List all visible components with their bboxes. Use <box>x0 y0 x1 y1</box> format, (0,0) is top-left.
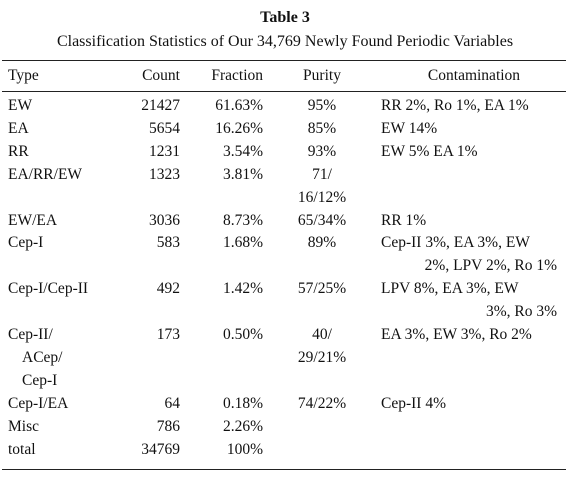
fraction-cell: 3.81% <box>222 165 263 183</box>
contamination-cell: LPV 8%, EA 3%, EW <box>381 280 519 298</box>
type-cell: total <box>8 440 36 458</box>
type-cell: Cep-I/EA <box>8 394 69 412</box>
count-cell: 3036 <box>149 211 180 229</box>
table-title: Table 3 <box>260 9 310 26</box>
contamination-cell: RR 2%, Ro 1%, EA 1% <box>381 97 529 114</box>
type-cell: Cep-II/ <box>8 326 53 343</box>
fraction-cell: 1.42% <box>222 280 263 298</box>
count-cell: 21427 <box>141 97 180 114</box>
purity-cell: 40/ <box>312 326 332 343</box>
top-rule <box>2 60 566 61</box>
fraction-cell: 100% <box>226 440 263 458</box>
fraction-cell: 2.26% <box>222 417 263 435</box>
purity-cell: 57/25% <box>297 280 347 298</box>
fraction-cell: 0.18% <box>222 394 263 412</box>
type-cell: ACep/ <box>22 348 63 366</box>
contamination-cell: Cep-II 3%, EA 3%, EW <box>381 234 530 252</box>
count-cell: 492 <box>156 280 180 298</box>
type-cell: Cep-I <box>22 371 58 389</box>
purity-cell: 29/21% <box>297 348 347 366</box>
type-cell: EA <box>8 119 29 137</box>
count-cell: 1323 <box>149 165 180 183</box>
fraction-cell: 61.63% <box>215 97 263 114</box>
count-cell: 173 <box>156 326 180 343</box>
fraction-cell: 3.54% <box>222 142 263 160</box>
bottom-rule <box>2 469 566 470</box>
fraction-cell: 8.73% <box>222 211 263 229</box>
purity-cell: 85% <box>307 119 337 137</box>
purity-cell: 16/12% <box>297 188 347 206</box>
count-cell: 786 <box>156 417 180 435</box>
fraction-cell: 0.50% <box>222 326 263 343</box>
contamination-cell: 2%, LPV 2%, Ro 1% <box>424 257 557 275</box>
contamination-cell: Cep-II 4% <box>381 394 446 412</box>
type-cell: Cep-I/Cep-II <box>8 280 89 298</box>
column-header: Fraction <box>211 67 263 84</box>
column-header: Contamination <box>427 67 521 84</box>
purity-cell: 74/22% <box>297 394 347 412</box>
purity-cell: 71/ <box>312 165 332 183</box>
contamination-cell: EW 14% <box>381 119 438 137</box>
purity-cell: 93% <box>307 142 337 160</box>
count-cell: 583 <box>156 234 180 252</box>
contamination-cell: EW 5% EA 1% <box>381 142 478 160</box>
type-cell: Misc <box>8 417 39 435</box>
type-cell: Cep-I <box>8 234 44 252</box>
purity-cell: 89% <box>307 234 337 252</box>
type-cell: EA/RR/EW <box>8 165 83 183</box>
contamination-cell: EA 3%, EW 3%, Ro 2% <box>381 326 532 343</box>
column-header: Count <box>142 67 180 84</box>
column-header: Type <box>8 67 39 84</box>
column-header: Purity <box>303 67 341 84</box>
contamination-cell: RR 1% <box>381 211 427 229</box>
fraction-cell: 1.68% <box>222 234 263 252</box>
type-cell: RR <box>8 142 29 160</box>
purity-cell: 65/34% <box>297 211 347 229</box>
count-cell: 34769 <box>141 440 180 458</box>
contamination-cell: 3%, Ro 3% <box>485 303 557 321</box>
purity-cell: 95% <box>307 97 337 114</box>
table-subtitle: Classification Statistics of Our 34,769 … <box>56 33 514 50</box>
count-cell: 64 <box>164 394 181 412</box>
count-cell: 1231 <box>149 142 180 160</box>
fraction-cell: 16.26% <box>215 119 263 137</box>
type-cell: EW <box>8 97 33 114</box>
count-cell: 5654 <box>149 119 180 137</box>
header-rule <box>2 91 566 92</box>
type-cell: EW/EA <box>8 211 58 229</box>
